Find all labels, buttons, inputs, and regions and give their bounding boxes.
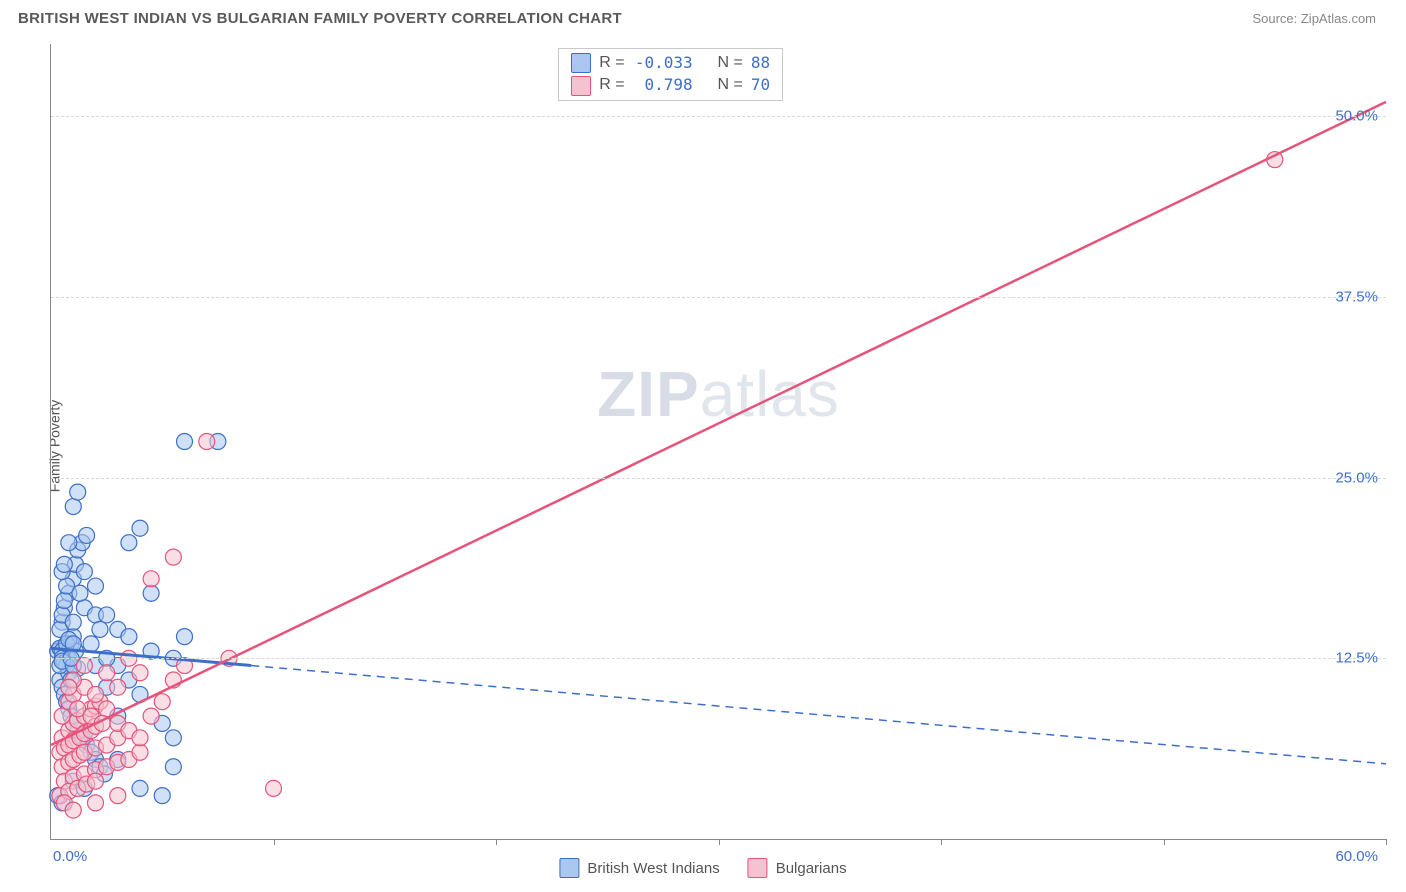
chart-title: BRITISH WEST INDIAN VS BULGARIAN FAMILY … [18,10,622,27]
series-swatch [571,76,591,96]
y-tick-label: 25.0% [1335,469,1378,486]
y-tick-label: 37.5% [1335,288,1378,305]
x-tick [1164,839,1165,845]
r-label: R = [599,52,624,74]
gridline [51,297,1386,298]
r-label: R = [599,74,624,96]
data-point [92,621,108,637]
data-point [177,629,193,645]
n-value: 88 [751,52,770,74]
data-point [56,593,72,609]
data-point [143,571,159,587]
n-label: N = [718,52,743,74]
data-point [132,744,148,760]
data-point [121,629,137,645]
data-point [132,520,148,536]
chart-plot-area: ZIPatlas R =-0.033 N =88R =0.798 N =70 0… [50,44,1386,840]
data-point [72,585,88,601]
data-point [88,578,104,594]
legend-label: British West Indians [587,860,719,877]
stats-row: R = -0.033 N = 88 [571,52,770,74]
gridline [51,116,1386,117]
series-swatch [571,53,591,73]
legend-swatch [559,858,579,878]
data-point [154,694,170,710]
n-label: N = [718,74,743,96]
gridline [51,658,1386,659]
data-point [83,636,99,652]
data-point [88,773,104,789]
data-point [76,564,92,580]
data-point [70,484,86,500]
data-point [65,499,81,515]
data-point [121,535,137,551]
x-tick [1386,839,1387,845]
data-point [132,665,148,681]
data-point [132,730,148,746]
x-axis-max-label: 60.0% [1335,848,1378,865]
data-point [61,535,77,551]
data-point [88,686,104,702]
r-value: 0.798 [633,74,693,96]
source-attribution: Source: ZipAtlas.com [1252,11,1376,26]
data-point [110,788,126,804]
data-point [165,759,181,775]
regression-line-dashed [251,666,1386,764]
data-point [266,780,282,796]
x-tick [941,839,942,845]
x-tick [274,839,275,845]
stats-legend-box: R = -0.033 N = 88 R = 0.798 N = 70 [558,48,783,101]
data-point [177,434,193,450]
data-point [65,614,81,630]
legend-item: Bulgarians [748,858,847,878]
data-point [199,434,215,450]
bottom-legend: British West Indians Bulgarians [559,858,846,878]
y-tick-label: 12.5% [1335,650,1378,667]
data-point [88,795,104,811]
legend-swatch [748,858,768,878]
data-point [99,607,115,623]
data-point [76,658,92,674]
x-tick [496,839,497,845]
data-point [54,708,70,724]
x-axis-min-label: 0.0% [53,848,87,865]
data-point [65,802,81,818]
legend-item: British West Indians [559,858,719,878]
n-value: 70 [751,74,770,96]
data-point [56,556,72,572]
data-point [154,788,170,804]
scatter-plot-svg [51,44,1386,839]
data-point [110,679,126,695]
data-point [165,730,181,746]
gridline [51,478,1386,479]
data-point [99,665,115,681]
data-point [132,780,148,796]
data-point [79,527,95,543]
data-point [143,585,159,601]
legend-label: Bulgarians [776,860,847,877]
x-tick [719,839,720,845]
regression-line-solid [51,102,1386,745]
r-value: -0.033 [633,52,693,74]
data-point [61,679,77,695]
y-tick-label: 50.0% [1335,108,1378,125]
data-point [143,708,159,724]
stats-row: R = 0.798 N = 70 [571,74,770,96]
data-point [165,549,181,565]
